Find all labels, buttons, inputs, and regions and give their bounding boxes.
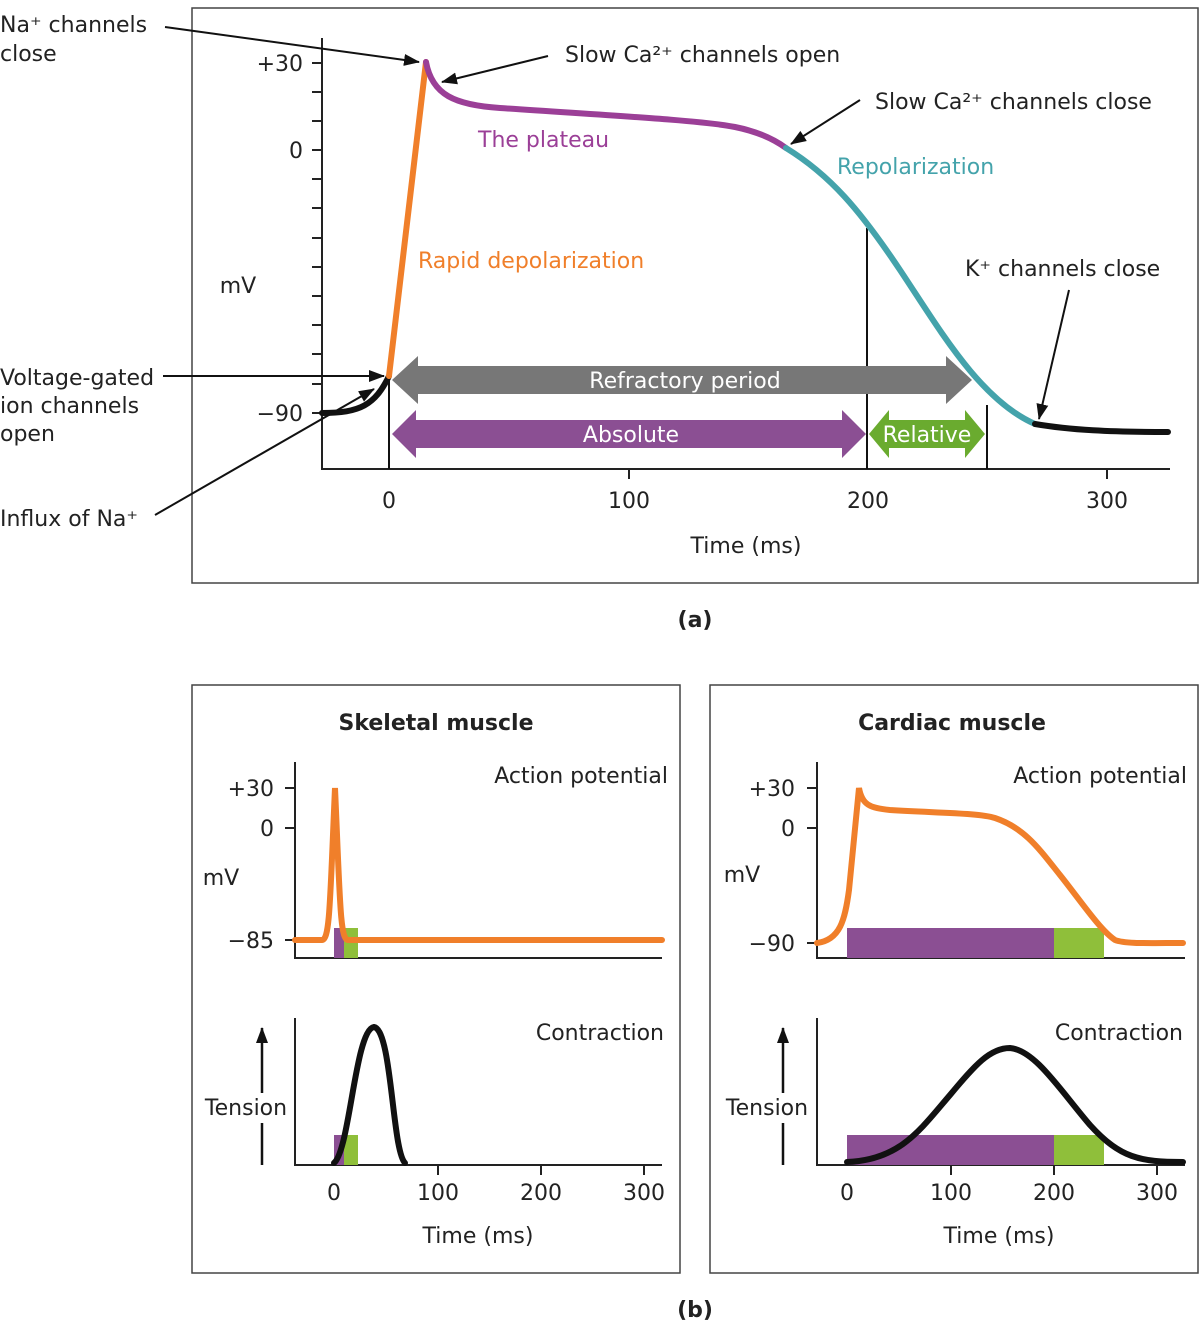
na-close-line: close bbox=[0, 42, 57, 67]
y-axis-label: mV bbox=[220, 274, 256, 299]
relative-period-arrow bbox=[869, 410, 985, 458]
depolarization-segment bbox=[386, 59, 429, 379]
x-tick-label: 300 bbox=[623, 1181, 665, 1206]
panel-a-caption: (a) bbox=[678, 608, 713, 633]
skeletal-contraction-curve bbox=[331, 1023, 408, 1166]
tension-label-background bbox=[721, 1093, 811, 1123]
na-close-line: Na⁺ channels bbox=[0, 13, 147, 38]
x-tick-label: 200 bbox=[1033, 1181, 1075, 1206]
cardiac-absolute-bar bbox=[847, 928, 1054, 958]
panel-a: +30 0 −90 mV 0 100 200 300 Time (ms) The… bbox=[0, 7, 1199, 633]
na-close-arrow bbox=[164, 26, 420, 66]
cardiac-contraction-label: Contraction bbox=[1055, 1021, 1183, 1046]
skeletal-ap-label: Action potential bbox=[494, 764, 668, 789]
ca-close-arrow bbox=[790, 99, 861, 145]
absolute-period-arrow bbox=[392, 410, 866, 458]
skeletal-y-ticks bbox=[285, 787, 295, 941]
y-tick-label: −85 bbox=[228, 929, 274, 954]
k-close-label: K⁺ channels close bbox=[965, 257, 1160, 282]
cardiac-title: Cardiac muscle bbox=[858, 711, 1046, 736]
voltage-gated-line: ion channels bbox=[0, 394, 139, 419]
x-tick-label: 200 bbox=[520, 1181, 562, 1206]
y-tick-label: 0 bbox=[781, 817, 795, 842]
absolute-period-label: Absolute bbox=[583, 423, 679, 448]
ca-open-arrow bbox=[441, 55, 549, 85]
relative-period-label: Relative bbox=[883, 423, 972, 448]
x-tick-label: 0 bbox=[382, 489, 396, 514]
voltage-gated-line: open bbox=[0, 422, 55, 447]
cardiac-ap-label: Action potential bbox=[1013, 764, 1187, 789]
x-tick-label: 300 bbox=[1086, 489, 1128, 514]
skeletal-frame bbox=[191, 684, 681, 1274]
x-tick-label: 100 bbox=[930, 1181, 972, 1206]
y-tick-label: +30 bbox=[257, 52, 303, 77]
repolarization-segment bbox=[783, 145, 1038, 427]
x-tick-label: 200 bbox=[847, 489, 889, 514]
skeletal-contraction-label: Contraction bbox=[536, 1021, 664, 1046]
x-tick-label: 100 bbox=[417, 1181, 459, 1206]
resting-segment bbox=[319, 373, 392, 416]
panel-skeletal: Skeletal muscle Action potential +30 0 −… bbox=[191, 684, 681, 1274]
refractory-period-arrow bbox=[392, 356, 972, 404]
x-axis-label: Time (ms) bbox=[690, 534, 802, 559]
rapid-depolarization-label: Rapid depolarization bbox=[418, 249, 644, 274]
return-to-rest-segment bbox=[1032, 421, 1171, 435]
cardiac-y-ticks bbox=[807, 787, 817, 944]
cardiac-ap-curve bbox=[814, 787, 1186, 947]
y-axis-label: mV bbox=[203, 866, 239, 891]
panel-a-axes bbox=[321, 38, 1170, 470]
skeletal-ap-curve bbox=[292, 787, 665, 943]
skeletal-x-ticks bbox=[437, 1165, 645, 1175]
y-axis-label: mV bbox=[724, 863, 760, 888]
cardiac-absolute-bar bbox=[847, 1135, 1054, 1165]
panel-cardiac: Cardiac muscle Action potential +30 0 −9… bbox=[709, 684, 1199, 1274]
x-tick-label: 0 bbox=[327, 1181, 341, 1206]
influx-na-label: Influx of Na⁺ bbox=[0, 507, 138, 532]
y-tick-label: −90 bbox=[749, 932, 795, 957]
x-tick-label: 100 bbox=[608, 489, 650, 514]
skeletal-contraction-axes bbox=[294, 1018, 662, 1166]
x-axis-label: Time (ms) bbox=[422, 1224, 534, 1249]
x-tick-label: 300 bbox=[1136, 1181, 1178, 1206]
cardiac-x-ticks bbox=[950, 1165, 1158, 1175]
skeletal-absolute-bar bbox=[334, 928, 344, 958]
y-tick-label: +30 bbox=[228, 777, 274, 802]
voltage-gated-line: Voltage-gated bbox=[0, 366, 154, 391]
skeletal-title: Skeletal muscle bbox=[338, 711, 533, 736]
y-tick-label: 0 bbox=[289, 139, 303, 164]
x-axis-label: Time (ms) bbox=[943, 1224, 1055, 1249]
na-channels-close-label: Na⁺ channels close bbox=[0, 13, 147, 67]
skeletal-relative-bar bbox=[344, 1135, 358, 1165]
cardiac-relative-bar bbox=[1054, 928, 1104, 958]
cardiac-relative-bar bbox=[1054, 1135, 1104, 1165]
cardiac-tension-label: Tension bbox=[725, 1096, 808, 1121]
refractory-period-label: Refractory period bbox=[589, 369, 780, 394]
ca-close-label: Slow Ca²⁺ channels close bbox=[875, 90, 1152, 115]
plateau-label: The plateau bbox=[477, 128, 609, 153]
panel-a-frame bbox=[191, 7, 1199, 584]
y-tick-label: +30 bbox=[749, 777, 795, 802]
voltage-gated-label: Voltage-gated ion channels open bbox=[0, 366, 154, 447]
ca-open-label: Slow Ca²⁺ channels open bbox=[565, 43, 840, 68]
k-close-arrow bbox=[1036, 289, 1070, 420]
y-tick-label: 0 bbox=[260, 817, 274, 842]
panel-b-caption: (b) bbox=[677, 1298, 713, 1323]
tension-label-background bbox=[200, 1093, 290, 1123]
x-tick-label: 0 bbox=[840, 1181, 854, 1206]
repolarization-label: Repolarization bbox=[837, 155, 994, 180]
cardiac-contraction-curve bbox=[844, 1044, 1186, 1165]
influx-arrow bbox=[154, 388, 375, 516]
panel-a-y-minor-ticks bbox=[312, 62, 1108, 479]
cardiac-frame bbox=[709, 684, 1199, 1274]
plateau-segment bbox=[423, 59, 789, 151]
skeletal-tension-label: Tension bbox=[204, 1096, 287, 1121]
y-tick-label: −90 bbox=[257, 402, 303, 427]
